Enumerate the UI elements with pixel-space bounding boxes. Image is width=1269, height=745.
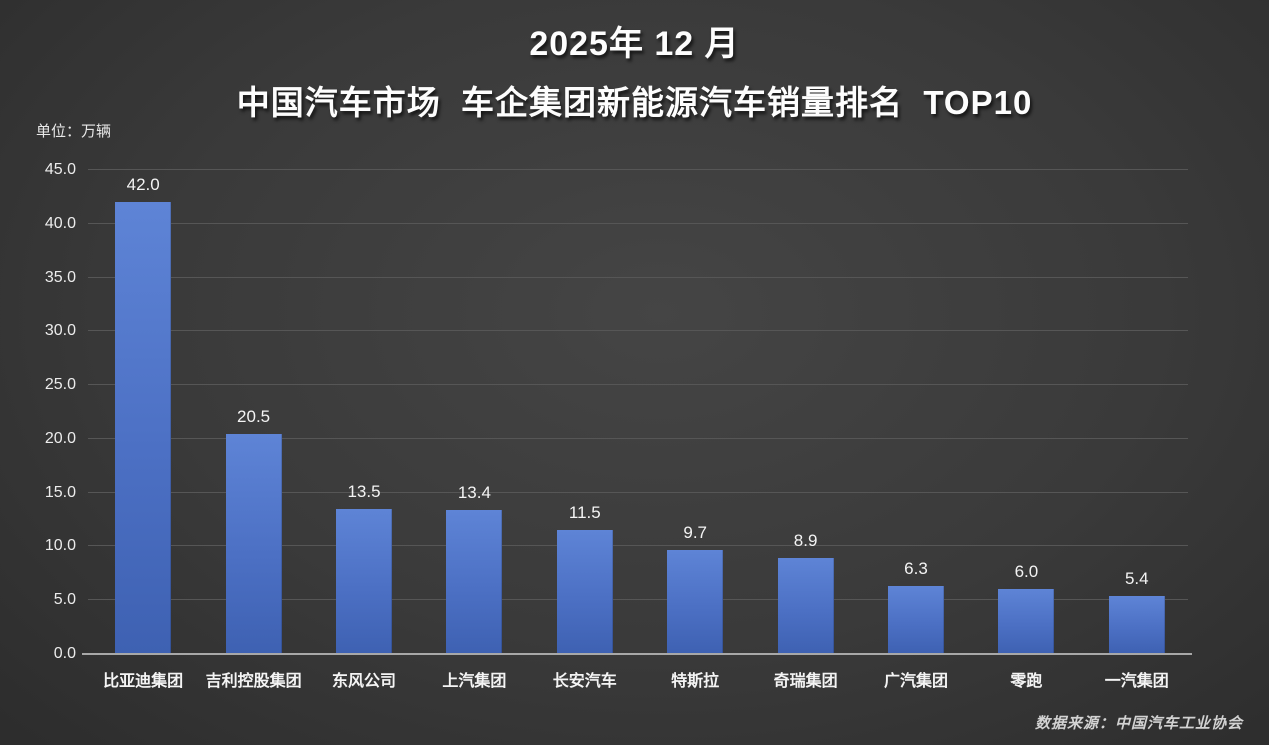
bar: [556, 530, 613, 654]
chart-title-date: 2025年 12 月: [529, 25, 740, 63]
y-axis-tick-label: 0.0: [53, 645, 76, 662]
bar-value-label: 20.5: [237, 406, 271, 426]
chart-title-main: 中国汽车市场 车企集团新能源汽车销量排名 TOP10: [236, 84, 1033, 121]
y-axis-tick-label: 35.0: [44, 268, 76, 286]
x-axis-label: 上汽集团: [442, 673, 507, 690]
x-axis-label: 零跑: [1010, 673, 1043, 690]
x-axis-label: 吉利控股集团: [205, 673, 302, 690]
x-axis-label: 奇瑞集团: [773, 673, 838, 690]
bar: [1108, 595, 1165, 654]
gridline: [88, 330, 1188, 332]
bar: [115, 202, 172, 654]
gridline: [88, 169, 1188, 170]
gridline: [88, 437, 1188, 439]
gridline: [88, 491, 1188, 493]
x-axis-label: 特斯拉: [671, 673, 720, 690]
y-axis-tick-label: 45.0: [44, 161, 76, 178]
bar-value-label: 9.7: [683, 522, 708, 542]
data-source-note: 数据来源：中国汽车工业协会: [1034, 716, 1243, 732]
x-axis-baseline: [82, 653, 1192, 655]
y-axis-tick-label: 40.0: [44, 214, 76, 232]
y-axis-tick-label: 20.0: [44, 429, 76, 447]
gridline: [88, 276, 1188, 278]
bar: [998, 589, 1055, 654]
y-axis: 0.0 5.0 10.0 15.0 20.0 25.0 30.0 35.0 40.0 45.0: [0, 162, 76, 662]
bar: [225, 433, 282, 654]
x-axis-label: 比亚迪集团: [103, 673, 184, 690]
bar: [336, 508, 392, 654]
bar-value-label: 6.0: [1014, 562, 1039, 582]
bar-value-label: 8.9: [793, 531, 818, 551]
bar-value-label: 13.5: [347, 481, 381, 501]
bar-value-label: 6.3: [904, 559, 928, 579]
y-axis-tick-label: 25.0: [44, 376, 76, 394]
gridline: [88, 599, 1188, 601]
bar-value-label: 42.0: [126, 175, 160, 195]
bar-value-label: 5.4: [1124, 568, 1149, 588]
bar: [446, 509, 503, 654]
x-axis-label: 东风公司: [331, 673, 397, 690]
bar-value-label: 11.5: [568, 503, 601, 523]
y-axis-tick-label: 10.0: [44, 537, 76, 555]
y-axis-unit-label: 单位：万辆: [36, 123, 112, 140]
y-axis-tick-label: 15.0: [44, 483, 76, 501]
gridline: [88, 384, 1188, 386]
gridline: [88, 545, 1188, 547]
x-axis-label: 一汽集团: [1104, 673, 1169, 690]
x-axis-label: 广汽集团: [883, 673, 949, 690]
plot-area: 42.0 比亚迪集团 20.5 吉利控股集团 13.5 东风公司 13.4 上汽集团 11.5 长…: [82, 169, 1192, 690]
bar: [667, 549, 724, 654]
x-axis-label: 长安汽车: [552, 673, 617, 690]
bar: [777, 558, 834, 654]
y-axis-tick-label: 30.0: [44, 322, 76, 340]
bar-value-label: 13.4: [457, 482, 491, 502]
bar: [888, 586, 944, 654]
y-axis-tick-label: 5.0: [53, 591, 76, 609]
gridline: [88, 222, 1188, 224]
